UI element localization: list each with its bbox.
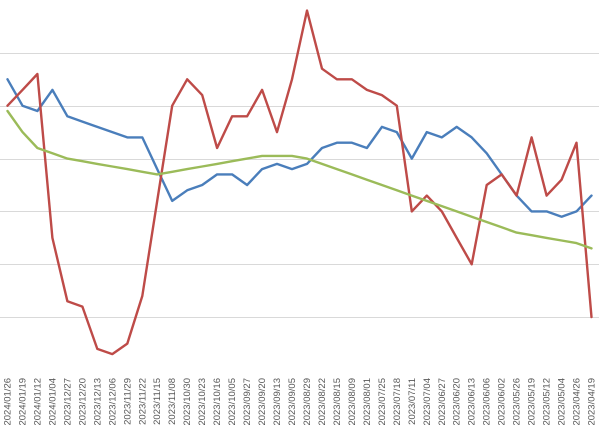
x-tick-label: 2023/11/08 (167, 378, 178, 425)
x-tick-label: 2023/10/23 (197, 378, 208, 426)
x-tick-label: 2023/11/22 (137, 378, 148, 425)
series-line-3 (6, 109, 593, 250)
x-tick-label: 2023/08/01 (362, 378, 373, 426)
x-tick-label: 2023/11/29 (122, 378, 133, 425)
x-tick-label: 2023/12/20 (77, 378, 88, 426)
x-tick-label: 2023/09/05 (287, 378, 298, 426)
x-tick-label: 2023/04/26 (572, 378, 583, 426)
x-tick-label: 2023/08/15 (332, 378, 343, 426)
x-tick-label: 2023/10/05 (227, 378, 238, 426)
x-tick-label: 2023/06/02 (497, 378, 508, 426)
gridlines (0, 53, 599, 318)
x-tick-label: 2023/09/13 (272, 378, 283, 426)
x-tick-label: 2023/05/12 (542, 378, 553, 426)
series-line-2 (6, 9, 593, 356)
x-tick-label: 2023/05/26 (512, 378, 523, 426)
x-tick-label: 2023/05/04 (557, 378, 568, 426)
x-tick-label: 2023/06/27 (437, 378, 448, 426)
x-tick-label: 2023/12/27 (62, 378, 73, 426)
x-tick-label: 2023/08/09 (347, 378, 358, 426)
x-tick-label: 2023/08/22 (317, 378, 328, 426)
x-tick-label: 2023/06/13 (467, 378, 478, 426)
x-tick-label: 2023/07/04 (422, 378, 433, 426)
x-tick-label: 2023/04/19 (587, 378, 598, 426)
x-tick-label: 2023/07/11 (407, 378, 418, 425)
x-tick-label: 2023/05/19 (527, 378, 538, 426)
x-tick-label: 2023/11/15 (152, 378, 163, 425)
x-tick-label: 2023/09/27 (242, 378, 253, 426)
x-tick-label: 2023/12/06 (107, 378, 118, 426)
x-tick-label: 2023/10/30 (182, 378, 193, 426)
series-lines (6, 9, 593, 356)
x-tick-label: 2023/06/06 (482, 378, 493, 426)
x-axis-tick-labels: 2024/01/26 2024/01/19 2024/01/12 2024/01/04… (2, 378, 597, 426)
x-tick-label: 2023/06/20 (452, 378, 463, 426)
x-tick-label: 2023/12/13 (92, 378, 103, 426)
x-tick-label: 2023/10/16 (212, 378, 223, 426)
x-tick-label: 2024/01/26 (2, 378, 13, 426)
x-tick-label: 2024/01/04 (47, 378, 58, 426)
x-tick-label: 2023/07/25 (377, 378, 388, 426)
x-tick-label: 2024/01/19 (17, 378, 28, 426)
x-tick-label: 2023/08/29 (302, 378, 313, 426)
x-tick-label: 2024/01/12 (32, 378, 43, 426)
x-tick-label: 2023/07/18 (392, 378, 403, 426)
x-tick-label: 2023/09/20 (257, 378, 268, 426)
series-line-1 (6, 78, 593, 218)
